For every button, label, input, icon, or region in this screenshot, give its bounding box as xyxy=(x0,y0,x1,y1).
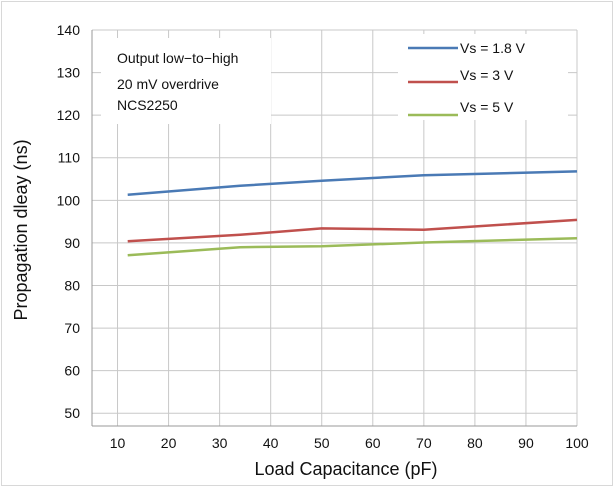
legend: Vs = 1.8 V Vs = 3 V Vs = 5 V xyxy=(398,34,568,120)
x-tick-label: 90 xyxy=(518,435,534,451)
y-tick-label: 80 xyxy=(64,277,80,293)
x-axis-label: Load Capacitance (pF) xyxy=(254,459,437,479)
y-tick-label: 100 xyxy=(57,192,81,208)
x-tick-label: 40 xyxy=(263,435,279,451)
annotation-line: Output low−to−high xyxy=(117,50,238,66)
legend-entry-vs-5: Vs = 5 V xyxy=(460,99,514,115)
annotation-line: 20 mV overdrive xyxy=(117,76,219,92)
x-tick-label: 100 xyxy=(565,435,589,451)
grid xyxy=(92,29,578,426)
series-lines xyxy=(127,170,578,257)
y-tick-label: 130 xyxy=(57,65,81,81)
x-tick-label: 80 xyxy=(467,435,483,451)
y-tick-label: 70 xyxy=(64,320,80,336)
y-tick-label: 120 xyxy=(57,107,81,123)
y-axis-label: Propagation dleay (ns) xyxy=(11,139,31,320)
x-tick-label: 70 xyxy=(416,435,432,451)
tick-labels: 10 20 30 40 50 60 70 80 90 100 50 60 70 80 90 100 110 120… xyxy=(57,22,589,451)
x-tick-label: 10 xyxy=(110,435,126,451)
x-tick-label: 20 xyxy=(161,435,177,451)
x-tick-label: 50 xyxy=(314,435,330,451)
annotation-line: NCS2250 xyxy=(117,97,178,113)
y-tick-label: 110 xyxy=(58,150,81,166)
y-tick-label: 140 xyxy=(57,22,81,38)
x-tick-label: 30 xyxy=(212,435,228,451)
series-line-1 xyxy=(127,218,578,243)
y-tick-label: 50 xyxy=(64,405,80,421)
legend-entry-vs-1-8: Vs = 1.8 V xyxy=(460,40,526,56)
legend-entry-vs-3: Vs = 3 V xyxy=(460,67,514,83)
y-tick-label: 90 xyxy=(64,235,80,251)
annotation-box: Output low−to−high 20 mV overdrive NCS22… xyxy=(101,38,271,124)
series-line-2 xyxy=(127,236,578,257)
x-tick-label: 60 xyxy=(365,435,381,451)
axes xyxy=(91,30,577,427)
y-tick-label: 60 xyxy=(64,363,80,379)
series-line-0 xyxy=(127,170,578,197)
